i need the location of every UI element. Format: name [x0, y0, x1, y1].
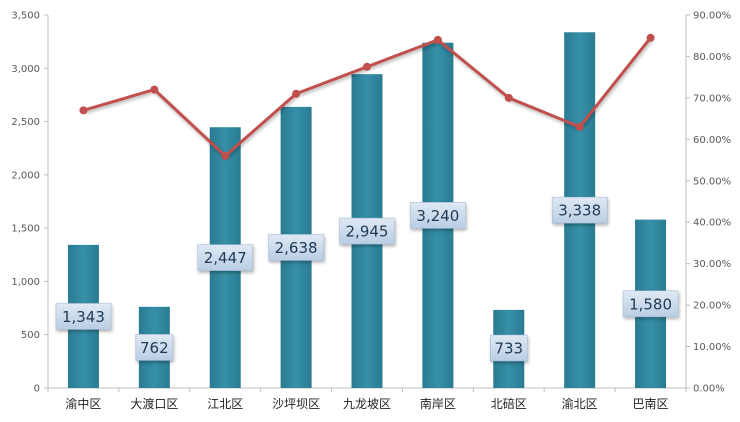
y-right-tick-label: 50.00% [693, 176, 731, 187]
y-right-tick-label: 40.00% [693, 218, 731, 229]
rate-point [504, 93, 513, 102]
x-category-label: 九龙坡区 [343, 397, 391, 411]
y-right-tick-label: 60.00% [693, 135, 731, 146]
rate-point [433, 35, 442, 44]
rate-point [221, 151, 230, 160]
data-label-box [268, 234, 324, 261]
data-label: 762 [140, 339, 169, 357]
x-category-label: 大渡口区 [130, 396, 178, 411]
x-category-label: 巴南区 [633, 396, 669, 411]
data-label-box [622, 290, 679, 318]
data-label: 1,580 [629, 295, 672, 313]
y-left-tick-label: 0 [34, 384, 40, 395]
x-category-label: 南岸区 [420, 396, 456, 411]
data-label-box [490, 334, 528, 362]
x-category-label: 渝北区 [562, 396, 598, 411]
axes-layer: 0 500 1,000 1,500 2,000 2,500 3,000 3,500 0.00% 1… [11, 11, 731, 412]
data-label: 1,343 [62, 308, 105, 326]
rate-point [292, 89, 301, 98]
y-left-tick-label: 1,500 [11, 224, 40, 235]
y-left-tick-label: 1,000 [11, 277, 40, 288]
y-right-tick-label: 70.00% [693, 93, 731, 104]
x-category-label: 北碚区 [491, 396, 527, 411]
data-label: 3,240 [416, 207, 459, 225]
y-left-tick-label: 500 [21, 330, 40, 341]
y-left-tick-label: 2,000 [11, 170, 40, 181]
data-label-box [410, 202, 466, 229]
data-label: 2,638 [275, 239, 318, 257]
y-right-tick-label: 80.00% [693, 52, 731, 63]
y-left-tick-label: 3,000 [11, 64, 40, 75]
y-right-tick-label: 90.00% [693, 11, 731, 22]
rate-point [79, 106, 88, 115]
y-right-tick-label: 10.00% [693, 342, 731, 353]
y-left-tick-label: 2,500 [11, 117, 40, 128]
data-label-box [55, 303, 112, 330]
data-label-box [551, 196, 608, 224]
data-label: 3,338 [558, 202, 601, 220]
rate-point [363, 62, 371, 71]
data-label-box [135, 334, 174, 361]
data-label: 2,945 [346, 223, 389, 241]
y-left-tick-label: 3,500 [11, 11, 40, 22]
rate-point [575, 122, 584, 131]
y-right-tick-label: 0.00% [693, 384, 725, 395]
data-label: 2,447 [204, 249, 247, 267]
y-right-tick-label: 30.00% [693, 259, 731, 270]
data-labels-layer: 1,343 762 2,447 2,638 2,945 3,240 733 3,338 1,58… [55, 196, 679, 362]
x-category-label: 江北区 [207, 397, 243, 411]
data-label-box [197, 244, 253, 271]
x-category-label: 沙坪坝区 [272, 397, 320, 411]
y-right-tick-label: 20.00% [693, 301, 731, 312]
data-label-box [339, 217, 395, 245]
data-label: 733 [494, 340, 523, 358]
x-category-label: 渝中区 [65, 396, 101, 411]
rate-point [150, 85, 159, 94]
line-layer [79, 33, 655, 160]
rate-point [646, 33, 655, 42]
